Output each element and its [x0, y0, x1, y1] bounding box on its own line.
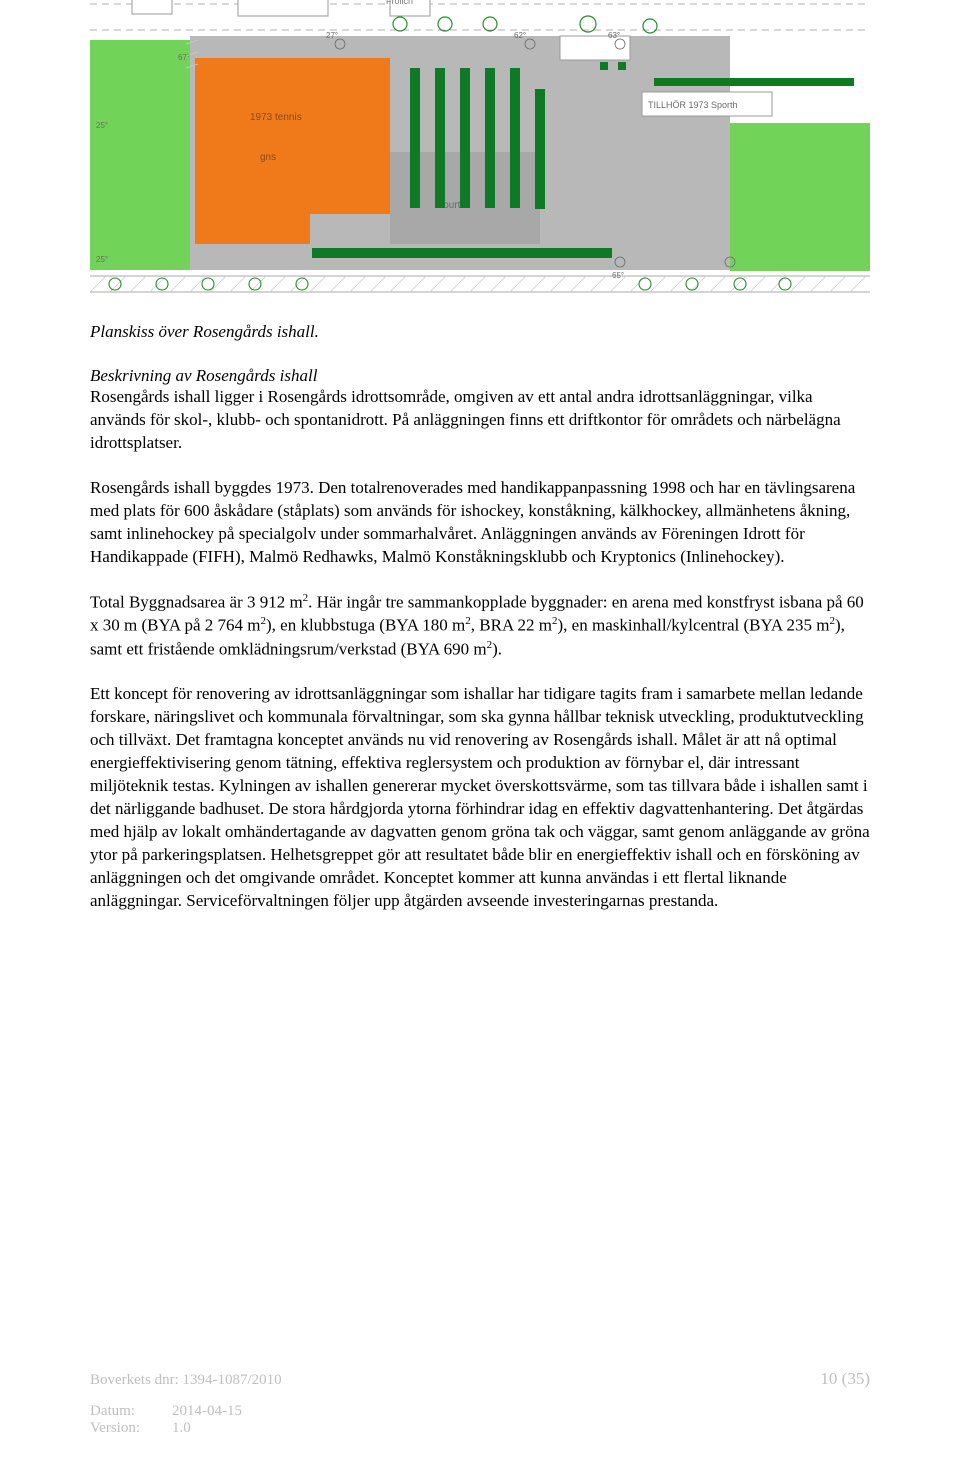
svg-text:62°: 62° — [514, 31, 526, 40]
page-footer: Boverkets dnr: 1394-1087/2010 10 (35) Da… — [90, 1369, 870, 1437]
page-number: 10 (35) — [820, 1369, 870, 1389]
p3-part-a: Total Byggnadsarea är 3 912 m — [90, 592, 303, 611]
paragraph-4: Ett koncept för renovering av idrottsanl… — [90, 683, 870, 912]
section-heading: Beskrivning av Rosengårds ishall — [90, 366, 870, 386]
paragraph-3: Total Byggnadsarea är 3 912 m2. Här ingå… — [90, 591, 870, 662]
svg-text:63°: 63° — [608, 31, 620, 40]
page-current: 10 — [820, 1369, 837, 1388]
p3-part-g: ). — [492, 639, 502, 658]
footer-version-label: Version: — [90, 1420, 156, 1437]
page-total: (35) — [842, 1369, 870, 1388]
footer-dnr-label: Boverkets dnr: — [90, 1372, 179, 1388]
map-label-street: Frölich — [386, 0, 413, 6]
figure-caption: Planskiss över Rosengårds ishall. — [90, 322, 870, 342]
svg-text:25°: 25° — [96, 121, 108, 130]
map-label-side: TILLHÖR 1973 Sporth — [648, 100, 738, 110]
footer-date-label: Datum: — [90, 1403, 156, 1420]
footer-dnr-value: 1394-1087/2010 — [182, 1372, 281, 1388]
svg-text:27°: 27° — [326, 31, 338, 40]
plan-sketch-figure: Frölich Court 1973 tennis gns — [90, 0, 870, 300]
plan-sketch-svg: Frölich Court 1973 tennis gns — [90, 0, 870, 300]
map-label-gns: gns — [260, 152, 276, 163]
p3-part-e: ), en maskinhall/kylcentral (BYA 235 m — [558, 616, 830, 635]
svg-text:25°: 25° — [96, 255, 108, 264]
p3-part-c: ), en klubbstuga (BYA 180 m — [266, 616, 465, 635]
svg-text:65°: 65° — [612, 271, 624, 280]
p3-part-d: , BRA 22 m — [471, 616, 552, 635]
footer-date-value: 2014-04-15 — [172, 1403, 242, 1420]
paragraph-1: Rosengårds ishall ligger i Rosengårds id… — [90, 386, 870, 455]
footer-dnr: Boverkets dnr: 1394-1087/2010 — [90, 1372, 282, 1389]
paragraph-2: Rosengårds ishall byggdes 1973. Den tota… — [90, 477, 870, 569]
footer-version-value: 1.0 — [172, 1420, 191, 1437]
map-label-tennis: 1973 tennis — [250, 112, 302, 123]
svg-text:67°: 67° — [178, 53, 190, 62]
